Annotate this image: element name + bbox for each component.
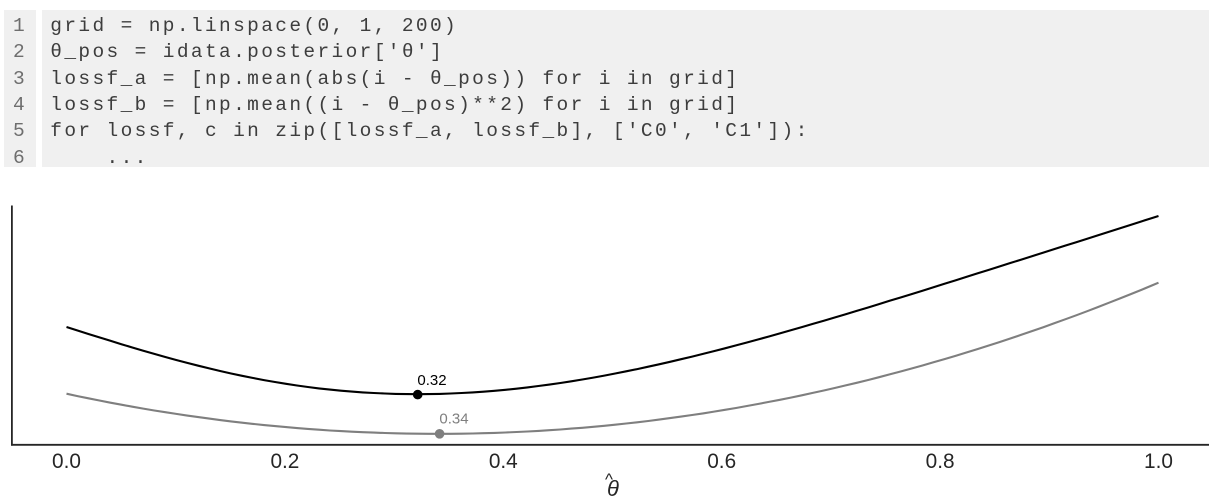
svg-text:0.32: 0.32 — [417, 372, 446, 389]
svg-text:^: ^ — [605, 470, 613, 489]
svg-text:θ: θ — [607, 476, 619, 499]
svg-text:1.0: 1.0 — [1144, 450, 1173, 473]
svg-text:0.2: 0.2 — [270, 450, 299, 473]
svg-text:0.0: 0.0 — [52, 450, 81, 473]
svg-text:0.8: 0.8 — [926, 450, 955, 473]
svg-text:0.6: 0.6 — [707, 450, 736, 473]
svg-text:0.4: 0.4 — [489, 450, 518, 473]
svg-text:0.34: 0.34 — [439, 410, 468, 427]
